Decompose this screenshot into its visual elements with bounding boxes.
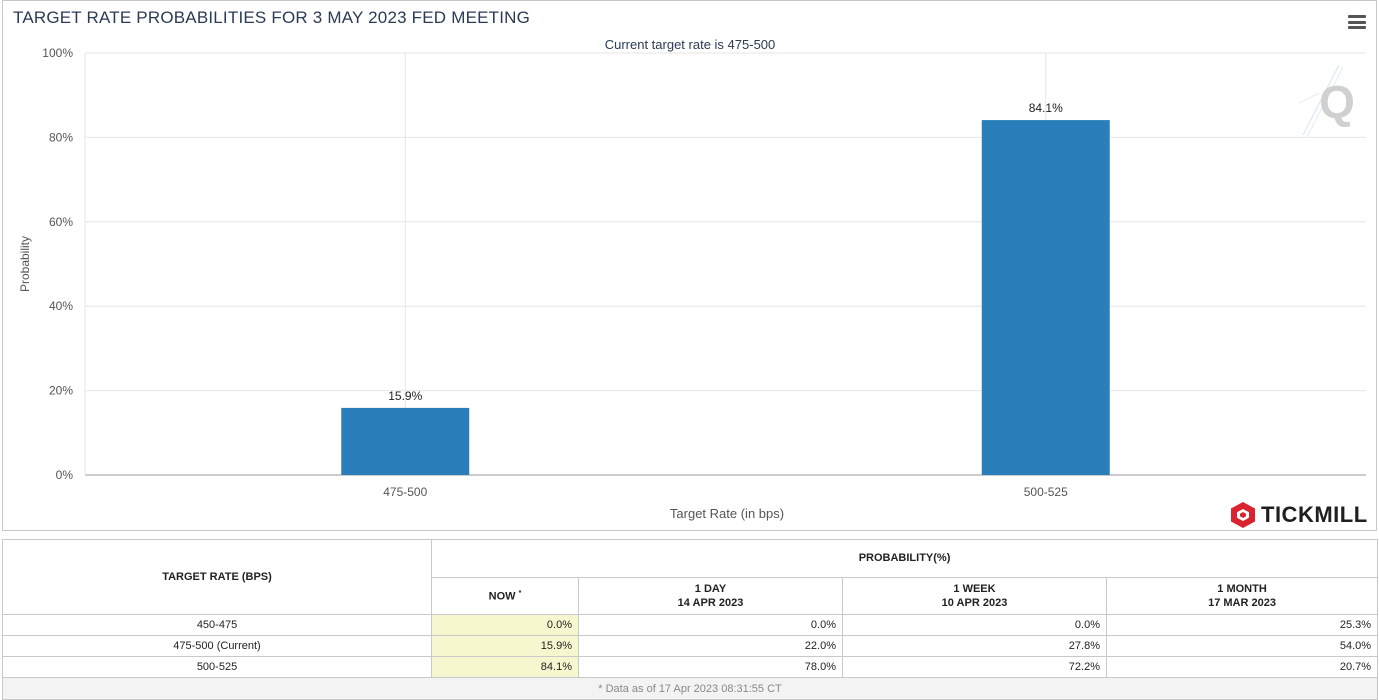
y-tick-label: 80% xyxy=(49,130,73,144)
cell-1-day: 78.0% xyxy=(578,656,843,678)
chart-subtitle: Current target rate is 475-500 xyxy=(605,37,776,52)
cell-1-day: 22.0% xyxy=(578,635,843,657)
cell-1-month: 20.7% xyxy=(1105,656,1379,678)
bar-500-525[interactable] xyxy=(981,120,1110,476)
hamburger-menu-icon[interactable] xyxy=(1348,15,1366,29)
probability-table: TARGET RATE (BPS) PROBABILITY(%) NOW * 1… xyxy=(1,539,1379,700)
cell-rate: 450-475 xyxy=(2,614,432,636)
cell-1-week: 0.0% xyxy=(842,614,1107,636)
q-watermark-icon: Q xyxy=(1299,64,1355,138)
chart-panel: TARGET RATE PROBABILITIES FOR 3 MAY 2023… xyxy=(2,0,1377,531)
data-label: 84.1% xyxy=(1029,101,1063,115)
header-now: NOW * xyxy=(431,576,579,615)
table-row: 500-525 84.1% 78.0% 72.2% 20.7% xyxy=(2,656,1379,678)
tickmill-hexagon-icon xyxy=(1231,502,1255,528)
header-target-rate: TARGET RATE (BPS) xyxy=(2,539,432,615)
cell-1-month: 54.0% xyxy=(1105,635,1379,657)
x-tick-label: 475-500 xyxy=(383,485,427,499)
cell-now: 0.0% xyxy=(431,614,579,636)
y-tick-label: 0% xyxy=(56,468,74,482)
bar-475-500[interactable] xyxy=(341,407,470,475)
header-1-month: 1 MONTH 17 MAR 2023 xyxy=(1105,576,1379,615)
cell-rate: 500-525 xyxy=(2,656,432,678)
header-probability: PROBABILITY(%) xyxy=(430,539,1379,578)
cell-1-week: 72.2% xyxy=(842,656,1107,678)
svg-text:Q: Q xyxy=(1319,76,1355,128)
data-label: 15.9% xyxy=(388,389,422,403)
cell-now: 84.1% xyxy=(431,656,579,678)
table-row: 475-500 (Current) 15.9% 22.0% 27.8% 54.0… xyxy=(2,635,1379,657)
x-axis-label: Target Rate (in bps) xyxy=(670,506,784,521)
cell-rate: 475-500 (Current) xyxy=(2,635,432,657)
data-timestamp-footer: * Data as of 17 Apr 2023 08:31:55 CT xyxy=(1,677,1379,700)
header-1-day: 1 DAY 14 APR 2023 xyxy=(578,576,843,615)
tickmill-logo: TICKMILL xyxy=(1230,499,1368,531)
cell-1-week: 27.8% xyxy=(842,635,1107,657)
brand-name: TICKMILL xyxy=(1261,502,1368,527)
y-tick-label: 60% xyxy=(49,215,73,229)
table-row: 450-475 0.0% 0.0% 0.0% 25.3% xyxy=(2,614,1379,636)
y-tick-label: 100% xyxy=(42,46,73,60)
x-tick-label: 500-525 xyxy=(1024,485,1068,499)
header-1-week: 1 WEEK 10 APR 2023 xyxy=(842,576,1107,615)
cell-1-day: 0.0% xyxy=(578,614,843,636)
cell-now: 15.9% xyxy=(431,635,579,657)
cell-1-month: 25.3% xyxy=(1105,614,1379,636)
y-axis-label: Probability xyxy=(18,236,32,292)
y-tick-label: 20% xyxy=(49,384,73,398)
chart-title: TARGET RATE PROBABILITIES FOR 3 MAY 2023… xyxy=(13,8,531,27)
y-tick-label: 40% xyxy=(49,299,73,313)
bar-chart: Current target rate is 475-500 0% 20% 40% 6… xyxy=(18,37,1366,521)
